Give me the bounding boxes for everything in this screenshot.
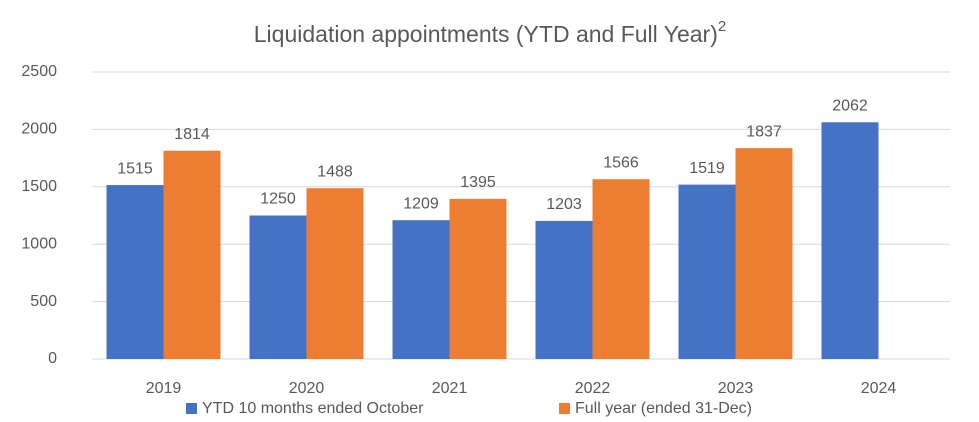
bar [306, 188, 364, 359]
x-tick-label: 2019 [146, 380, 182, 397]
x-tick-label: 2021 [432, 380, 468, 397]
y-tick-label: 1500 [21, 178, 57, 195]
bar [535, 220, 593, 359]
bar [449, 198, 507, 359]
title-superscript: 2 [718, 18, 726, 35]
data-label: 1250 [260, 191, 296, 208]
y-tick-label: 1000 [21, 235, 57, 252]
title-text: Liquidation appointments (YTD and Full Y… [254, 21, 718, 47]
chart-title: Liquidation appointments (YTD and Full Y… [254, 18, 726, 47]
bar [249, 215, 307, 359]
legend-swatch [186, 403, 197, 414]
y-tick-label: 2500 [21, 63, 57, 80]
data-label: 1566 [603, 154, 639, 171]
legend-label: YTD 10 months ended October [202, 400, 424, 417]
y-tick-label: 0 [48, 350, 57, 367]
bar [821, 122, 879, 359]
y-tick-label: 2000 [21, 121, 57, 138]
x-tick-label: 2022 [575, 380, 611, 397]
data-label: 1209 [403, 195, 439, 212]
data-label: 1203 [546, 196, 582, 213]
bar [592, 179, 650, 359]
bar [678, 184, 736, 359]
bar [106, 185, 164, 359]
data-label: 1395 [460, 174, 496, 191]
data-label: 1519 [689, 160, 725, 177]
x-tick-label: 2023 [718, 380, 754, 397]
data-label: 1515 [117, 160, 153, 177]
data-label: 2062 [832, 98, 868, 115]
data-label: 1814 [174, 126, 210, 143]
legend-label: Full year (ended 31-Dec) [575, 400, 752, 417]
data-label: 1488 [317, 163, 353, 180]
data-label: 1837 [746, 123, 782, 140]
bar [163, 150, 221, 359]
legend-swatch [559, 403, 570, 414]
bar [392, 220, 450, 359]
bar [735, 148, 793, 359]
y-tick-label: 500 [30, 293, 57, 310]
x-tick-label: 2024 [861, 380, 897, 397]
x-tick-label: 2020 [289, 380, 325, 397]
